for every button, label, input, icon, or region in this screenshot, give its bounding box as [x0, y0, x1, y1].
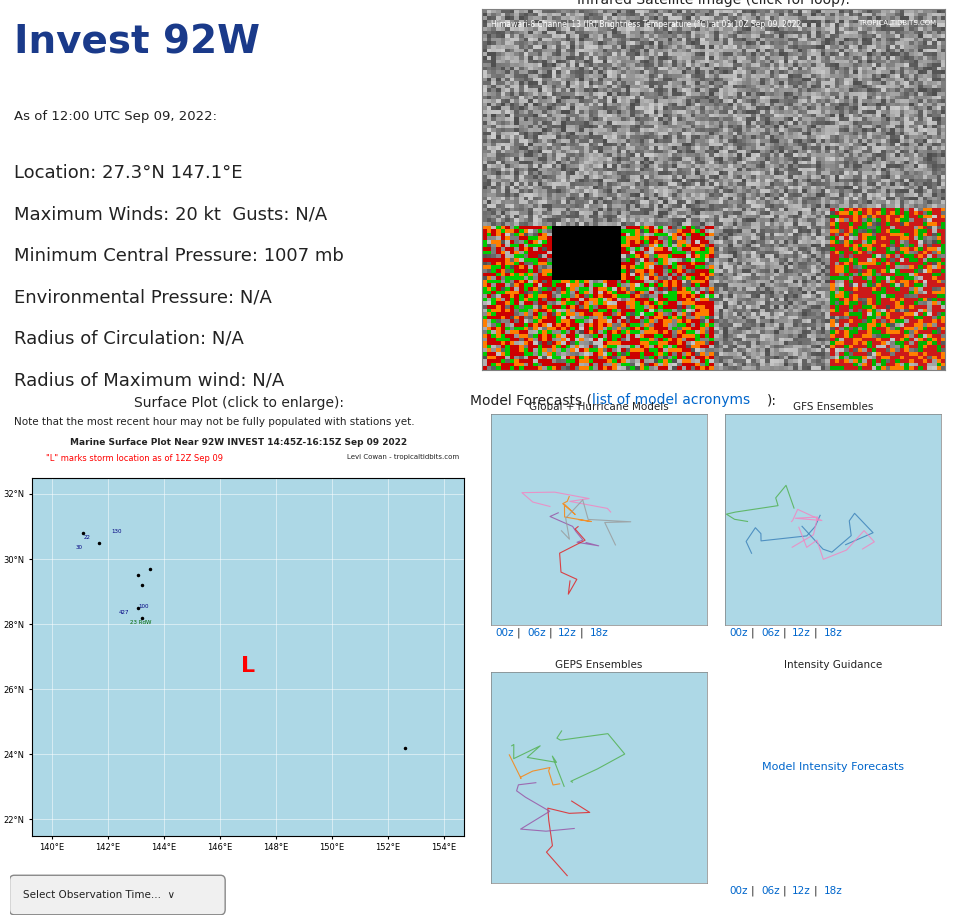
Text: Location: 27.3°N 147.1°E: Location: 27.3°N 147.1°E — [14, 164, 243, 182]
Text: |: | — [814, 627, 817, 638]
Text: 12z: 12z — [559, 627, 577, 638]
Text: Radius of Circulation: N/A: Radius of Circulation: N/A — [14, 330, 244, 348]
Text: 12z: 12z — [793, 627, 811, 638]
Text: Marine Surface Plot Near 92W INVEST 14:45Z-16:15Z Sep 09 2022: Marine Surface Plot Near 92W INVEST 14:4… — [71, 438, 408, 447]
Text: list of model acronyms: list of model acronyms — [592, 394, 751, 407]
Text: TROPICALTIDBITS.COM: TROPICALTIDBITS.COM — [858, 20, 936, 26]
Text: Surface Plot (click to enlarge):: Surface Plot (click to enlarge): — [134, 396, 344, 410]
Text: |: | — [814, 886, 817, 896]
Text: 06z: 06z — [527, 627, 545, 638]
Text: 18z: 18z — [589, 627, 608, 638]
Text: Environmental Pressure: N/A: Environmental Pressure: N/A — [14, 288, 272, 307]
Text: Select Observation Time...  ∨: Select Observation Time... ∨ — [23, 890, 176, 900]
Text: GFS Ensembles: GFS Ensembles — [793, 402, 873, 412]
Text: ):: ): — [767, 394, 776, 407]
Text: Radius of Maximum wind: N/A: Radius of Maximum wind: N/A — [14, 371, 285, 389]
Text: 18z: 18z — [823, 627, 842, 638]
Text: |: | — [548, 627, 552, 638]
Text: 06z: 06z — [761, 627, 779, 638]
Text: |: | — [751, 627, 754, 638]
Text: |: | — [517, 627, 520, 638]
Text: Global + Hurricane Models: Global + Hurricane Models — [529, 402, 668, 412]
Text: |: | — [782, 886, 786, 896]
FancyBboxPatch shape — [10, 875, 225, 915]
Text: |: | — [580, 627, 583, 638]
Text: 12z: 12z — [793, 886, 811, 895]
Text: 00z: 00z — [496, 627, 515, 638]
Text: Maximum Winds: 20 kt  Gusts: N/A: Maximum Winds: 20 kt Gusts: N/A — [14, 206, 328, 224]
Text: As of 12:00 UTC Sep 09, 2022:: As of 12:00 UTC Sep 09, 2022: — [14, 110, 217, 123]
Text: |: | — [751, 886, 754, 896]
Text: Himawari-8 Channel 13 (IR) Brightness Temperature (°C) at 03:10Z Sep 09, 2022: Himawari-8 Channel 13 (IR) Brightness Te… — [492, 20, 801, 29]
Text: Minimum Central Pressure: 1007 mb: Minimum Central Pressure: 1007 mb — [14, 247, 344, 265]
Title: Infrared Satellite Image (click for loop):: Infrared Satellite Image (click for loop… — [577, 0, 850, 6]
Text: "L" marks storm location as of 12Z Sep 09: "L" marks storm location as of 12Z Sep 0… — [46, 454, 223, 463]
Text: Intensity Guidance: Intensity Guidance — [784, 660, 882, 670]
Text: Model Forecasts (: Model Forecasts ( — [470, 394, 592, 407]
Text: 00z: 00z — [730, 627, 749, 638]
Text: 06z: 06z — [761, 886, 779, 895]
Text: |: | — [782, 627, 786, 638]
Text: 00z: 00z — [730, 886, 749, 895]
Text: Levi Cowan - tropicaltidbits.com: Levi Cowan - tropicaltidbits.com — [347, 454, 459, 460]
Text: 18z: 18z — [823, 886, 842, 895]
Text: Note that the most recent hour may not be fully populated with stations yet.: Note that the most recent hour may not b… — [14, 417, 414, 427]
Text: GEPS Ensembles: GEPS Ensembles — [556, 660, 643, 670]
Text: Invest 92W: Invest 92W — [14, 24, 260, 62]
